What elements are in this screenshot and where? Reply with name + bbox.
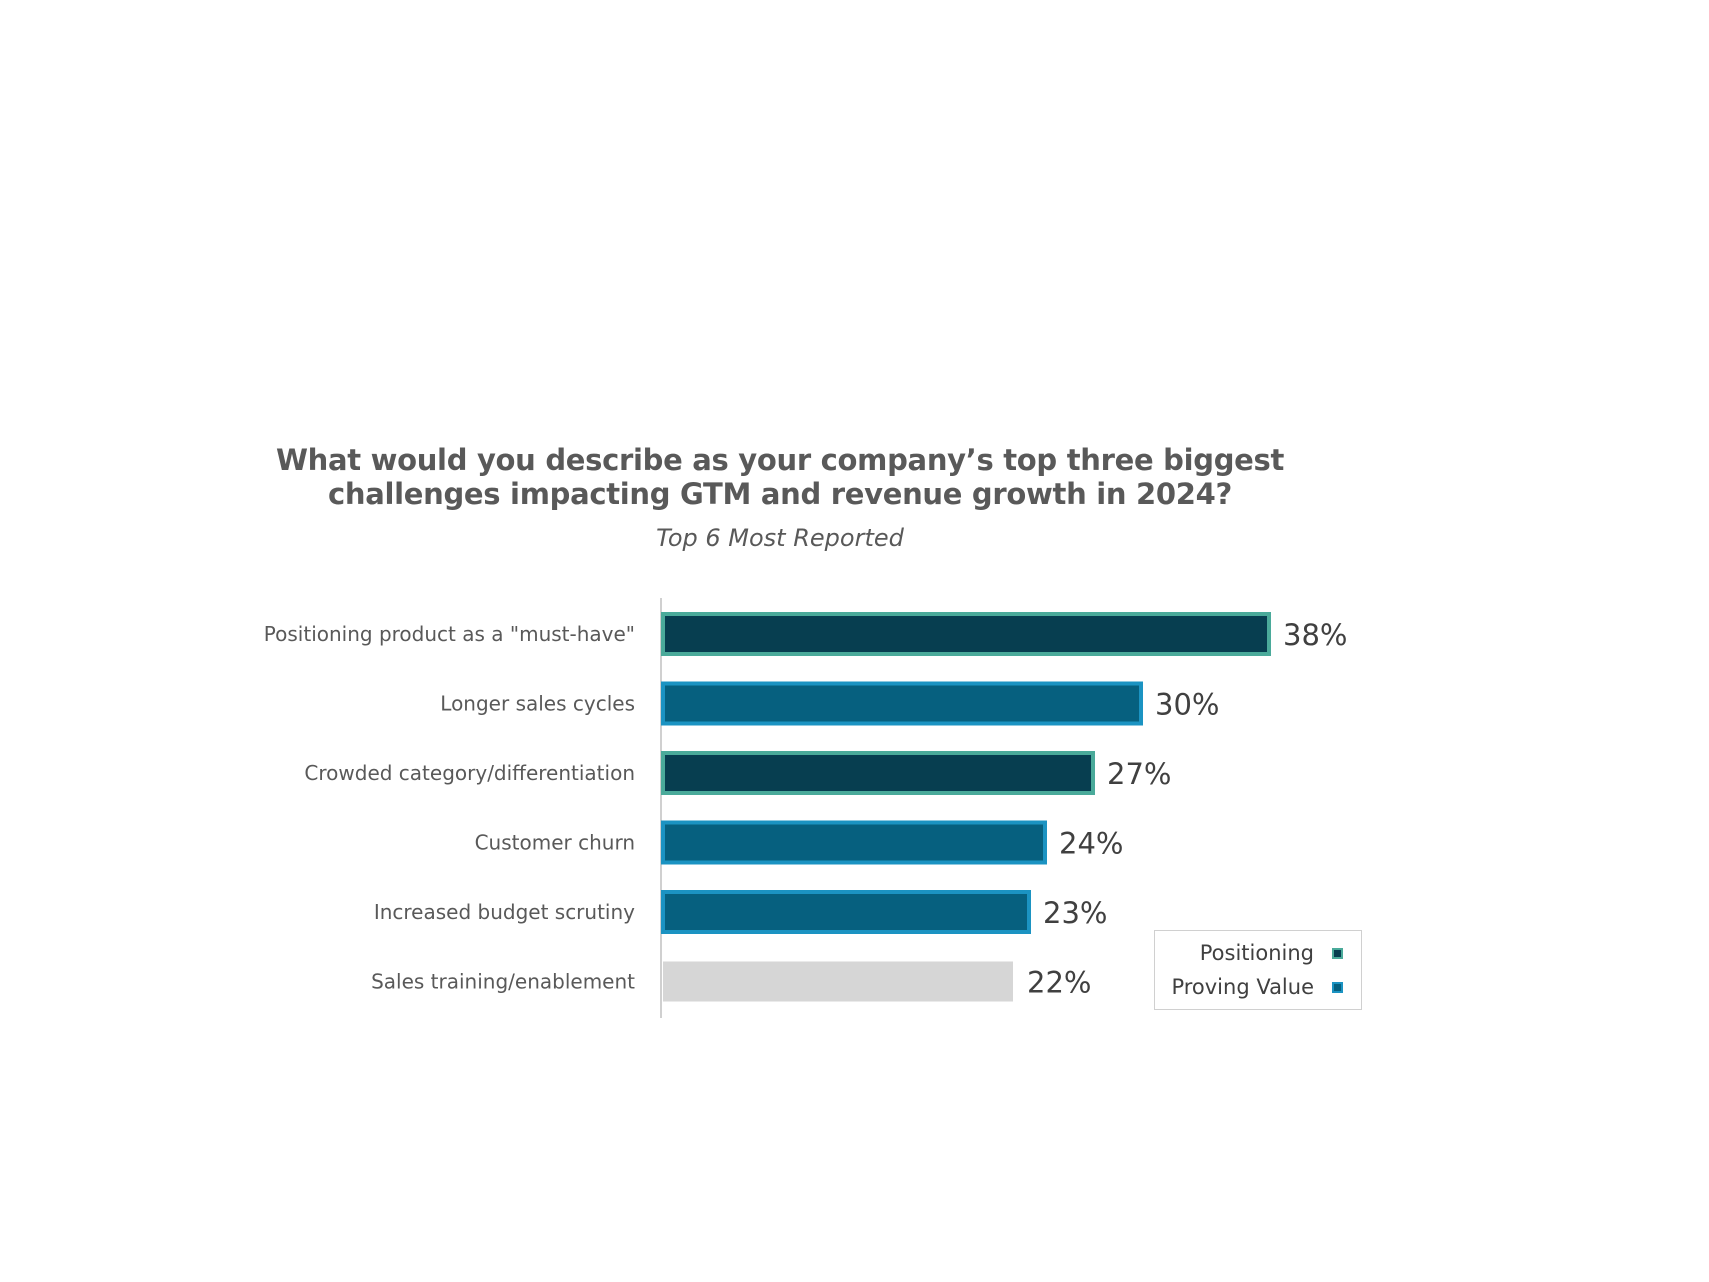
legend-label-positioning: Positioning — [1199, 941, 1314, 965]
chart-title: What would you describe as your company’… — [260, 443, 1300, 511]
category-label-customer-churn: Customer churn — [475, 831, 635, 855]
category-label-sales-training-enablement: Sales training/enablement — [371, 970, 635, 994]
legend-item-positioning: Positioning — [1200, 941, 1343, 965]
legend-swatch-positioning — [1332, 947, 1343, 959]
value-label-longer-sales-cycles: 30% — [1155, 688, 1219, 722]
category-label-crowded-category-differentiation: Crowded category/differentiation — [304, 761, 635, 785]
bar-increased-budget-scrutiny — [661, 890, 1031, 934]
bar-sales-training-enablement — [663, 961, 1013, 1002]
bar-crowded-category-differentiation — [661, 751, 1095, 795]
legend-item-proving-value: Proving Value — [1171, 975, 1343, 999]
bar-customer-churn — [661, 820, 1047, 865]
value-label-increased-budget-scrutiny: 23% — [1043, 896, 1107, 930]
value-label-positioning-product-as-a-must-have: 38% — [1283, 618, 1347, 652]
bar-positioning-product-as-a-must-have — [661, 612, 1271, 656]
legend: Positioning Proving Value — [1154, 930, 1362, 1010]
bar-longer-sales-cycles — [661, 681, 1143, 726]
chart-title-line-1: What would you describe as your company’… — [275, 443, 1285, 477]
legend-swatch-proving-value — [1332, 981, 1343, 993]
legend-label-proving-value: Proving Value — [1171, 975, 1314, 999]
category-label-positioning-product-as-a-must-have: Positioning product as a "must-have" — [264, 622, 635, 646]
chart-subtitle: Top 6 Most Reported — [656, 524, 904, 552]
value-label-sales-training-enablement: 22% — [1027, 966, 1091, 1000]
value-label-customer-churn: 24% — [1059, 827, 1123, 861]
category-label-increased-budget-scrutiny: Increased budget scrutiny — [374, 900, 635, 924]
value-label-crowded-category-differentiation: 27% — [1107, 757, 1171, 791]
chart-title-line-2: challenges impacting GTM and revenue gro… — [327, 477, 1233, 511]
category-label-longer-sales-cycles: Longer sales cycles — [440, 692, 635, 716]
